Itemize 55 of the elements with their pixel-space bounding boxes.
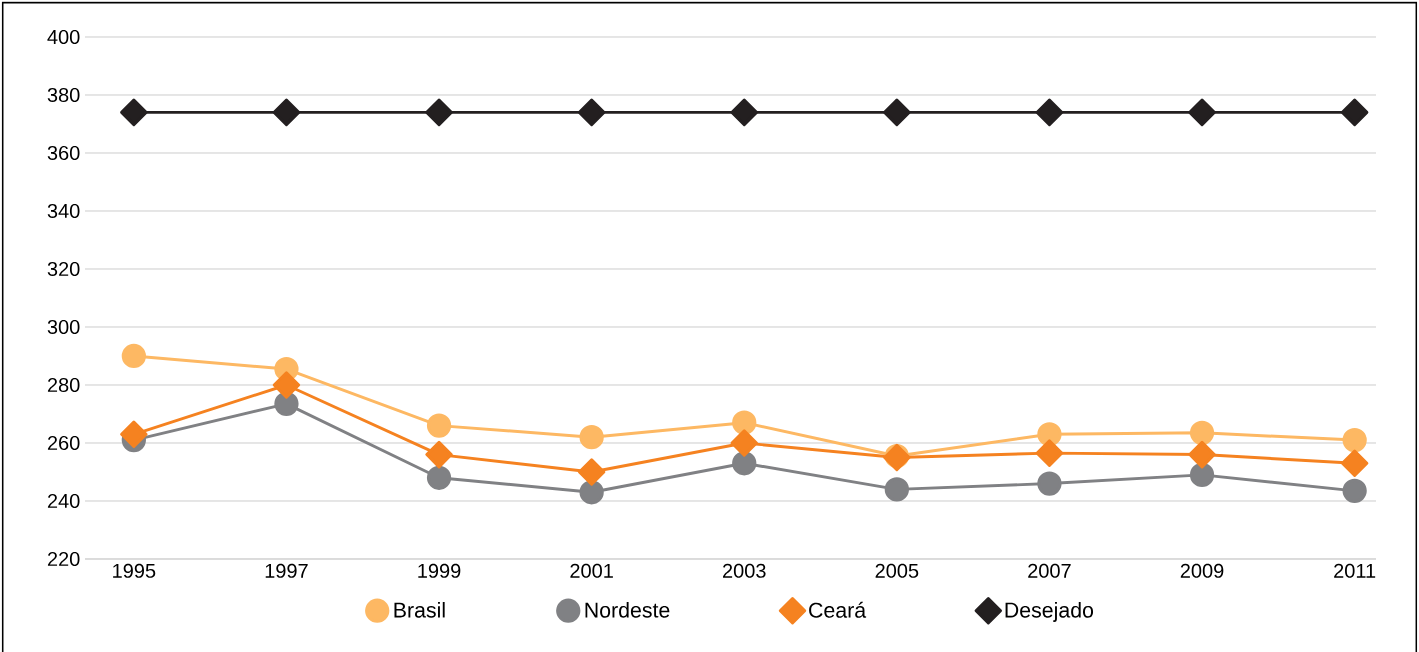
point: [730, 98, 758, 127]
point: [1188, 440, 1216, 469]
point: [1037, 422, 1062, 447]
y-tick-label: 340: [47, 203, 80, 219]
point: [426, 465, 452, 490]
legend-label: Nordeste: [585, 601, 670, 618]
point: [274, 391, 299, 416]
point: [732, 451, 757, 476]
y-tick-label: 240: [47, 493, 80, 509]
point: [425, 98, 453, 127]
point: [1342, 478, 1367, 503]
point: [120, 420, 148, 449]
y-tick-label: 320: [47, 261, 80, 277]
point: [1037, 471, 1062, 496]
point: [1189, 462, 1215, 488]
x-tick-label: 2003: [723, 563, 766, 578]
point: [121, 343, 146, 369]
y-tick-label: 260: [47, 435, 80, 451]
y-tick-label: 360: [47, 145, 80, 161]
point: [120, 98, 148, 127]
point: [577, 98, 606, 127]
point: [1189, 420, 1215, 445]
x-tick-label: 2009: [1180, 563, 1224, 578]
point: [1342, 427, 1367, 453]
x-tick-label: 2011: [1334, 563, 1376, 578]
legend-label: Desejado: [1005, 601, 1094, 622]
point: [1340, 98, 1369, 127]
legend-label: Ceará: [809, 601, 867, 618]
x-tick-label: 2007: [1028, 563, 1071, 578]
x-tick-label: 2001: [570, 563, 613, 578]
point: [1188, 98, 1216, 127]
point: [579, 425, 604, 450]
point: [884, 477, 909, 502]
legend-label: Brasil: [394, 601, 445, 618]
point: [730, 429, 758, 457]
x-tick-label: 1997: [265, 563, 308, 578]
point: [1035, 98, 1064, 127]
point: [883, 98, 911, 127]
y-tick-label: 280: [47, 377, 80, 393]
point: [579, 480, 604, 505]
point: [272, 98, 301, 127]
x-tick-label: 1995: [113, 563, 156, 578]
point: [425, 440, 453, 469]
point: [272, 371, 301, 399]
point: [426, 413, 452, 438]
point: [577, 458, 606, 486]
y-tick-label: 300: [47, 319, 80, 335]
y-tick-label: 380: [47, 87, 80, 103]
point: [1035, 439, 1064, 467]
point: [732, 410, 757, 435]
y-tick-label: 220: [47, 551, 80, 567]
x-tick-label: 2005: [875, 563, 919, 578]
x-tick-label: 1999: [418, 563, 461, 578]
y-tick-label: 400: [47, 29, 80, 45]
point: [1340, 449, 1369, 478]
